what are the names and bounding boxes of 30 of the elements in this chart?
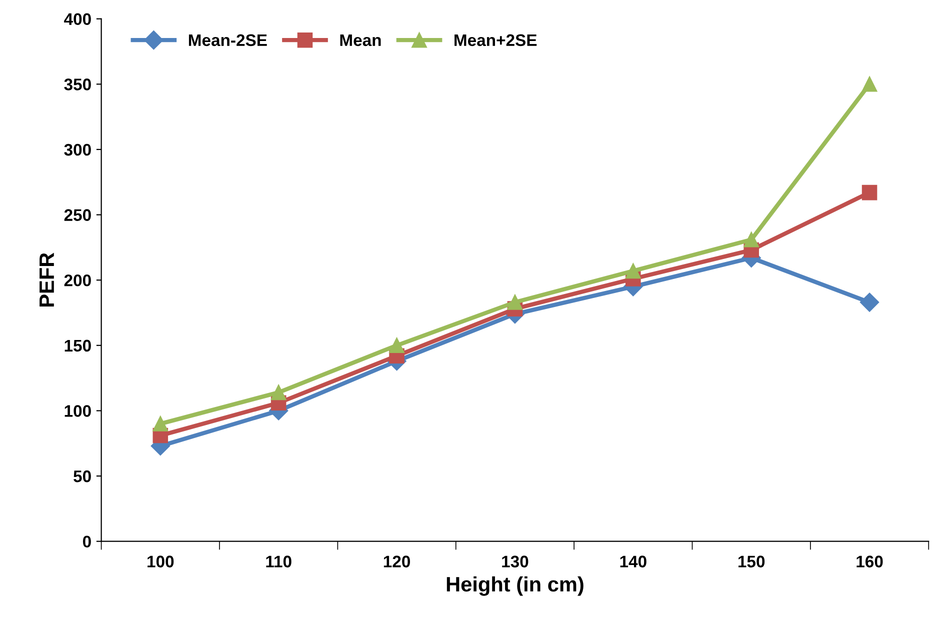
point: [270, 384, 286, 400]
x-tick-label: 110: [266, 556, 292, 568]
point: [507, 294, 523, 310]
x-axis-title: Height (in cm): [446, 576, 584, 596]
y-tick-label: 350: [64, 78, 91, 90]
x-tick-label: 130: [502, 556, 528, 568]
y-tick-label: 50: [74, 470, 91, 482]
y-tick-label: 250: [64, 209, 91, 221]
point: [152, 416, 168, 432]
x-tick-label: 100: [148, 556, 174, 568]
y-tick-label: 400: [64, 13, 91, 26]
x-tick-label: 140: [620, 556, 646, 568]
y-tick-label: 300: [64, 144, 91, 156]
legend-label: Mean-2SE: [188, 34, 267, 46]
point: [862, 184, 878, 200]
x-tick-label: 150: [738, 556, 765, 568]
y-tick-label: 100: [64, 405, 91, 417]
legend-label: Mean+2SE: [454, 34, 537, 46]
y-axis-title: PEFR: [40, 252, 54, 306]
legend-label: Mean: [340, 34, 381, 46]
y-tick-label: 150: [64, 340, 91, 352]
x-tick-label: 160: [856, 556, 883, 568]
y-tick-label: 0: [82, 536, 91, 548]
point: [862, 76, 878, 92]
x-tick-label: 120: [384, 556, 410, 568]
point: [389, 338, 404, 354]
y-tick-label: 200: [64, 274, 91, 286]
point: [860, 292, 880, 312]
point: [744, 232, 759, 248]
point: [626, 263, 641, 279]
